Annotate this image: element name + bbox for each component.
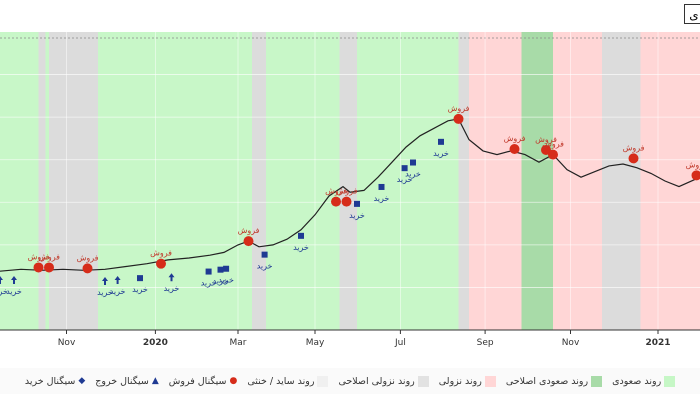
sell-signal-label: فروش <box>686 160 700 169</box>
x-tick-label: May <box>306 338 325 348</box>
sell-signal-marker <box>629 153 639 163</box>
sell-signal-marker <box>342 197 352 207</box>
buy-signal-label: خرید <box>132 285 148 294</box>
sell-signal-label: فروش <box>504 134 526 143</box>
sell-signal-marker <box>83 263 93 273</box>
x-tick-label: Sep <box>477 338 494 348</box>
legend-label: روند نزولی <box>439 376 482 387</box>
legend-item: روند نزولی <box>439 376 496 387</box>
sell-signal-marker <box>510 144 520 154</box>
trend-region-corr_down <box>459 32 470 330</box>
buy-signal-marker <box>262 252 268 258</box>
legend-swatch <box>664 376 675 387</box>
trend-region-up <box>46 32 50 330</box>
sell-signal-label: فروش <box>77 253 99 262</box>
trend-region-down <box>553 32 602 330</box>
buy-signal-marker <box>438 139 444 145</box>
legend-item: ◆سیگنال خرید <box>25 376 85 387</box>
legend-label: روند صعودی <box>612 376 661 387</box>
trend-region-corr_down <box>602 32 641 330</box>
buy-signal-marker <box>206 269 212 275</box>
legend-item: روند صعودی <box>612 376 675 387</box>
sell-signal-label: فروش <box>448 104 470 113</box>
sell-signal-marker <box>331 197 341 207</box>
sell-signal-label: فروش <box>336 187 358 196</box>
sell-signal-marker <box>156 259 166 269</box>
sell-signal-label: فروش <box>542 140 564 149</box>
legend-swatch <box>485 376 496 387</box>
buy-signal-label: خرید <box>374 194 390 203</box>
legend-swatch <box>591 376 602 387</box>
buy-signal-label: خرید <box>218 276 234 285</box>
trend-region-down <box>469 32 522 330</box>
buy-signal-label: خرید <box>349 211 365 220</box>
legend-label: روند ساید / خنثی <box>247 376 314 387</box>
x-tick-label: 2020 <box>143 338 168 348</box>
buy-signal-marker <box>354 201 360 207</box>
buy-signal-label: خرید <box>433 149 449 158</box>
buy-signal-label: خرید <box>405 170 421 179</box>
trend-region-up <box>0 32 39 330</box>
trend-region-corr_down <box>252 32 266 330</box>
sell-signal-label: فروش <box>238 226 260 235</box>
sell-signal-label: فروش <box>150 249 172 258</box>
legend-item: ●سیگنال فروش <box>169 376 238 387</box>
sell-signal-marker <box>44 262 54 272</box>
legend-item: روند صعودی اصلاحی <box>506 376 602 387</box>
legend-item: روند ساید / خنثی <box>247 376 328 387</box>
legend-item: ▲سیگنال خروج <box>95 376 159 387</box>
corner-button[interactable]: ی <box>684 4 700 24</box>
chart-legend: روند صعودی روند صعودی اصلاحی روند نزولی رون… <box>0 368 700 394</box>
x-tick-label: 2021 <box>645 338 670 348</box>
trend-region-up <box>266 32 340 330</box>
sell-signal-marker <box>244 236 254 246</box>
x-tick-label: Jul <box>394 338 406 348</box>
buy-signal-label: خرید <box>293 243 309 252</box>
sell-signal-marker <box>454 114 464 124</box>
legend-label: سیگنال خرید <box>25 376 76 387</box>
buy-signal-marker <box>218 267 224 273</box>
x-tick-label: Nov <box>562 338 580 348</box>
legend-label: سیگنال فروش <box>169 376 227 387</box>
legend-dot-icon: ● <box>230 376 238 386</box>
buy-signal-marker <box>410 160 416 166</box>
trend-region-corr_up <box>522 32 554 330</box>
sell-signal-label: فروش <box>623 143 645 152</box>
trend-region-corr_down <box>49 32 98 330</box>
legend-label: روند صعودی اصلاحی <box>506 376 588 387</box>
x-tick-label: Mar <box>230 338 247 348</box>
buy-signal-label: خرید <box>257 262 273 271</box>
buy-signal-marker <box>137 275 143 281</box>
legend-label: روند نزولی اصلاحی <box>338 376 414 387</box>
sell-signal-marker <box>548 150 558 160</box>
sell-signal-label: فروش <box>38 252 60 261</box>
buy-signal-marker <box>298 233 304 239</box>
legend-triangle-icon: ▲ <box>152 376 159 386</box>
legend-swatch <box>317 376 328 387</box>
buy-signal-marker <box>379 184 385 190</box>
buy-signal-label: خرید <box>6 287 22 296</box>
legend-swatch <box>418 376 429 387</box>
sell-signal-marker <box>34 262 44 272</box>
legend-label: سیگنال خروج <box>95 376 149 387</box>
legend-diamond-icon: ◆ <box>78 376 85 386</box>
buy-signal-marker <box>223 266 229 272</box>
buy-signal-label: خرید <box>164 284 180 293</box>
trend-region-corr_down <box>340 32 358 330</box>
trend-region-corr_down <box>39 32 46 330</box>
buy-signal-label: خرید <box>110 287 126 296</box>
legend-item: روند نزولی اصلاحی <box>338 376 428 387</box>
x-tick-label: Nov <box>58 338 76 348</box>
